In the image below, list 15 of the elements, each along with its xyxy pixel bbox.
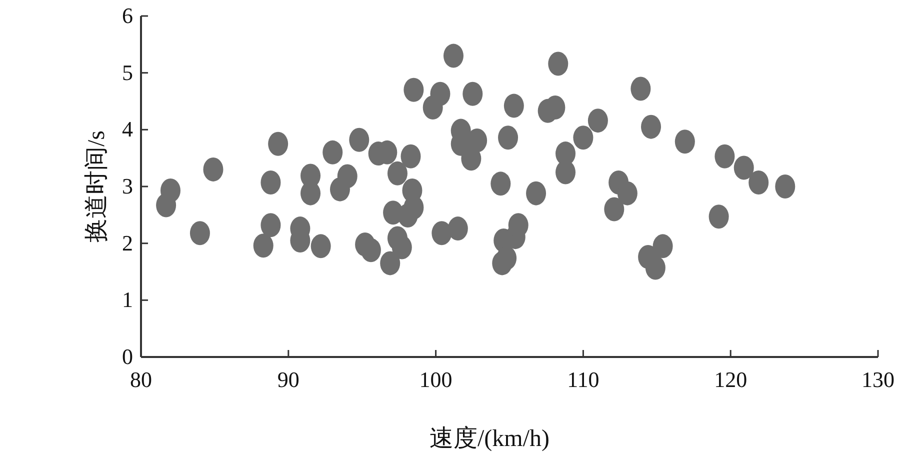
y-tick-label: 0 <box>122 344 133 369</box>
x-tick-label: 130 <box>862 367 894 392</box>
y-tick-label: 4 <box>122 116 133 142</box>
x-tick-label: 90 <box>277 367 300 392</box>
x-tick-label: 120 <box>714 367 748 392</box>
y-tick-label: 6 <box>122 3 133 28</box>
x-tick-label: 80 <box>130 367 152 392</box>
y-tick-label: 3 <box>122 174 133 198</box>
x-tick-label: 100 <box>419 367 452 392</box>
x-axis-title: 速度/(km/h) <box>430 425 550 452</box>
y-tick-label: 2 <box>122 230 133 256</box>
y-tick-label: 5 <box>122 60 133 85</box>
x-tick-label: 110 <box>567 367 600 392</box>
y-tick-label: 1 <box>122 287 133 312</box>
y-axis-title: 换道时间/s <box>84 130 110 243</box>
